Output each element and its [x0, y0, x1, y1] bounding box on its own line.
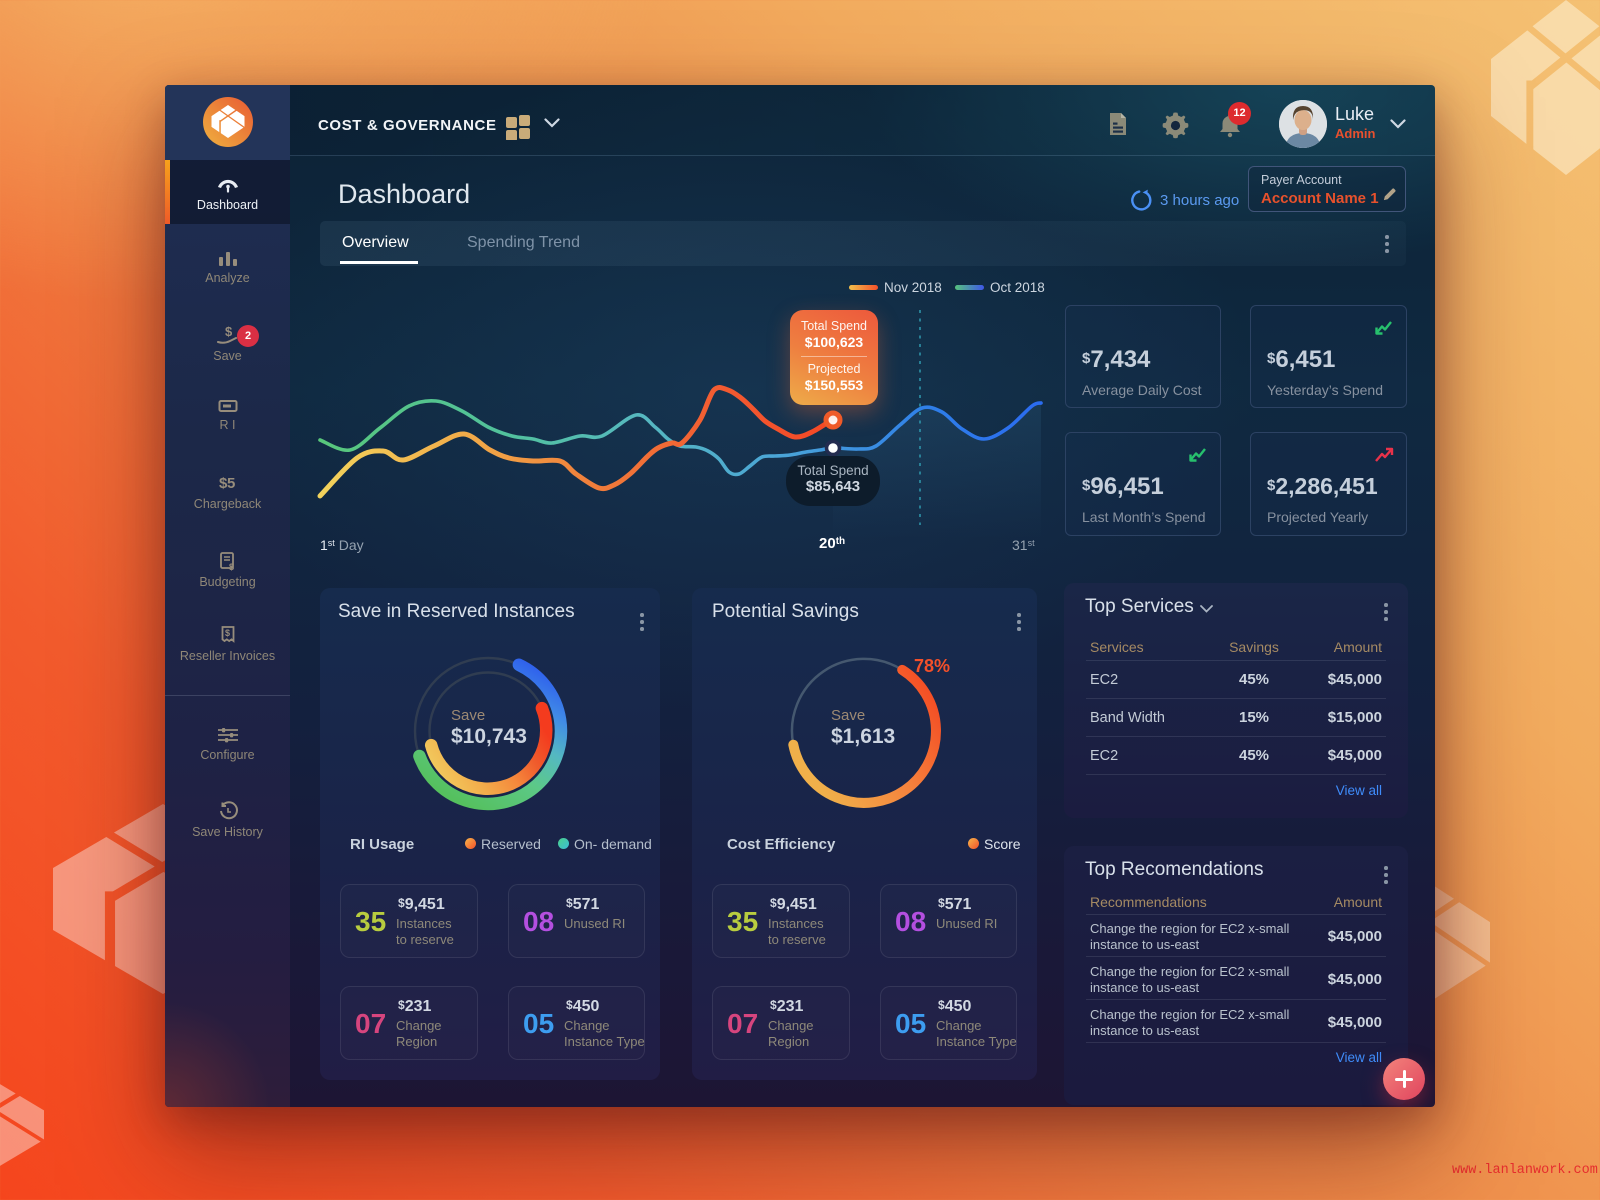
svg-text:$: $ [225, 325, 233, 339]
svg-text:5: 5 [227, 475, 235, 492]
svg-text:$: $ [225, 628, 230, 638]
svg-text:$: $ [219, 475, 228, 492]
svg-text:$: $ [229, 562, 234, 571]
